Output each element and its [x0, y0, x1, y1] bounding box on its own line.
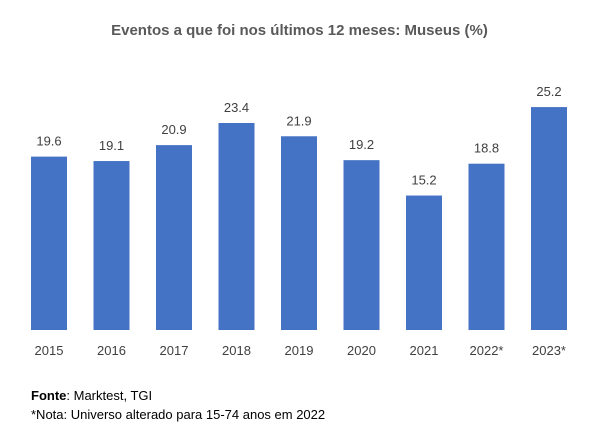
- data-label-2021: 15.2: [411, 173, 436, 188]
- universe-note: *Nota: Universo alterado para 15-74 anos…: [31, 407, 326, 422]
- data-label-2022*: 18.8: [474, 141, 499, 156]
- chart-footer: Fonte: Marktest, TGI *Nota: Universo alt…: [31, 386, 325, 424]
- x-tick-label-2021: 2021: [410, 343, 439, 358]
- data-label-2023*: 25.2: [536, 84, 561, 99]
- data-label-2019: 21.9: [286, 113, 311, 128]
- x-tick-label-2019: 2019: [285, 343, 314, 358]
- bar-2015: [31, 156, 67, 330]
- bar-2016: [93, 161, 130, 330]
- x-tick-label-2016: 2016: [97, 343, 126, 358]
- bar-2020: [343, 160, 380, 330]
- x-tick-label-2022*: 2022*: [470, 343, 504, 358]
- x-tick-label-2017: 2017: [160, 343, 189, 358]
- x-tick-label-2018: 2018: [222, 343, 251, 358]
- bar-2018: [218, 123, 255, 330]
- bar-2023*: [531, 107, 567, 330]
- source-note: Fonte: Marktest, TGI: [31, 386, 325, 405]
- data-label-2015: 19.6: [36, 134, 61, 149]
- data-label-2016: 19.1: [99, 138, 124, 153]
- data-label-2017: 20.9: [161, 122, 186, 137]
- source-label: Fonte: [31, 388, 67, 403]
- x-tick-label-2023*: 2023*: [532, 343, 566, 358]
- data-label-2018: 23.4: [224, 100, 249, 115]
- bar-2021: [406, 195, 442, 330]
- bar-2022*: [468, 163, 505, 330]
- source-text: : Marktest, TGI: [66, 388, 153, 403]
- x-tick-label-2020: 2020: [347, 343, 376, 358]
- bar-2019: [281, 136, 317, 330]
- x-tick-label-2015: 2015: [35, 343, 64, 358]
- bar-2017: [156, 145, 192, 330]
- data-label-2020: 19.2: [349, 137, 374, 152]
- chart-title: Eventos a que foi nos últimos 12 meses: …: [111, 22, 488, 39]
